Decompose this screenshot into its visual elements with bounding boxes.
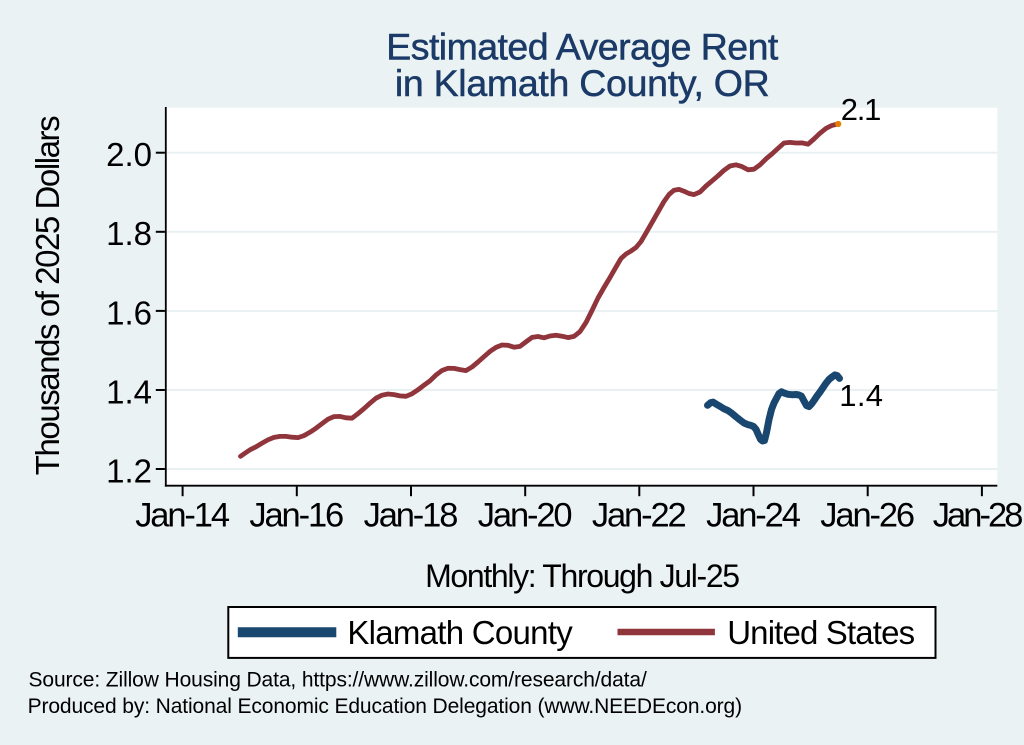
svg-text:Produced by: National Economic: Produced by: National Economic Education… [28, 695, 743, 718]
svg-text:1: 1 [839, 378, 856, 413]
svg-text:in Klamath County, OR: in Klamath County, OR [395, 62, 770, 104]
svg-text:1.6: 1.6 [106, 294, 152, 331]
svg-text:Jan-14: Jan-14 [135, 496, 230, 534]
svg-text:Jan-26: Jan-26 [820, 496, 915, 534]
svg-text:Thousands of 2025 Dollars: Thousands of 2025 Dollars [29, 115, 66, 475]
svg-text:Source: Zillow Housing Data, h: Source: Zillow Housing Data, https://www… [29, 669, 647, 692]
svg-text:Estimated Average Rent: Estimated Average Rent [386, 25, 779, 67]
svg-text:1: 1 [864, 92, 881, 127]
svg-text:United States: United States [727, 614, 915, 651]
svg-text:1.2: 1.2 [106, 452, 152, 489]
svg-text:.: . [857, 92, 866, 127]
svg-text:Jan-16: Jan-16 [249, 496, 344, 534]
svg-text:Jan-18: Jan-18 [364, 496, 459, 534]
svg-text:Jan-20: Jan-20 [478, 496, 573, 534]
svg-text:Klamath County: Klamath County [347, 614, 573, 651]
svg-text:4: 4 [866, 378, 883, 413]
svg-text:Jan-24: Jan-24 [706, 496, 801, 534]
svg-text:1.4: 1.4 [106, 373, 152, 410]
svg-text:2.0: 2.0 [106, 136, 152, 173]
svg-text:Jan-28: Jan-28 [933, 496, 1024, 534]
svg-text:1.8: 1.8 [106, 215, 152, 252]
svg-text:Jan-22: Jan-22 [592, 496, 687, 534]
svg-text:.: . [857, 378, 866, 413]
svg-text:2: 2 [841, 92, 858, 127]
svg-text:Monthly: Through Jul-25: Monthly: Through Jul-25 [425, 558, 740, 594]
